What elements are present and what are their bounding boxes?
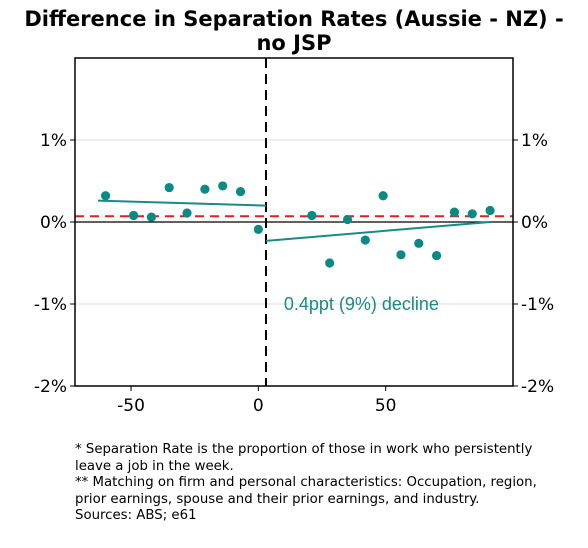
data-point	[200, 184, 210, 194]
data-point	[414, 238, 424, 248]
y-tick-label-right: -2%	[521, 377, 554, 397]
y-tick-label-right: 0%	[521, 213, 548, 233]
data-point	[235, 187, 246, 197]
data-point	[164, 182, 174, 193]
fit-line	[97, 199, 267, 207]
y-tick-label-left: -2%	[34, 377, 67, 397]
data-point	[432, 251, 442, 261]
x-tick-label: 50	[375, 396, 397, 416]
footnote-separation-rate: * Separation Rate is the proportion of t…	[75, 442, 533, 474]
y-tick-label-left: -1%	[34, 295, 67, 315]
data-point	[182, 208, 192, 218]
x-tick-label: 0	[253, 396, 264, 416]
reference-lines	[75, 58, 513, 386]
axis-ticks: 1% 1% 0% 0% -1% -1% -2% -2% -50 0 50	[34, 131, 554, 416]
data-point	[449, 207, 460, 217]
chart-title-line2: no JSP	[256, 31, 331, 55]
footnote-sources: Sources: ABS; e61	[75, 508, 197, 523]
data-point	[128, 210, 139, 221]
data-point	[253, 224, 263, 234]
x-tick-label: -50	[117, 396, 145, 416]
fit-line	[265, 221, 491, 242]
data-point	[146, 212, 156, 222]
chart-title: Difference in Separation Rates (Aussie -…	[24, 7, 563, 31]
data-point	[325, 258, 335, 268]
data-point	[218, 181, 228, 191]
data-point	[396, 250, 406, 260]
data-point	[467, 209, 477, 219]
y-tick-label-right: -1%	[521, 295, 554, 315]
data-point	[378, 191, 388, 201]
data-point	[485, 205, 495, 216]
y-tick-label-left: 0%	[40, 213, 67, 233]
data-point	[307, 210, 317, 221]
data-point	[360, 235, 370, 245]
y-tick-label-left: 1%	[40, 131, 67, 151]
footnote-matching: ** Matching on firm and personal charact…	[75, 475, 537, 507]
y-tick-label-right: 1%	[521, 131, 548, 151]
decline-annotation: 0.4ppt (9%) decline	[284, 294, 439, 314]
data-point	[100, 191, 111, 201]
fit-lines	[97, 199, 491, 242]
chart: Difference in Separation Rates (Aussie -…	[24, 7, 563, 416]
data-point	[342, 214, 353, 225]
footnotes: * Separation Rate is the proportion of t…	[75, 442, 545, 525]
data-points	[100, 181, 495, 268]
